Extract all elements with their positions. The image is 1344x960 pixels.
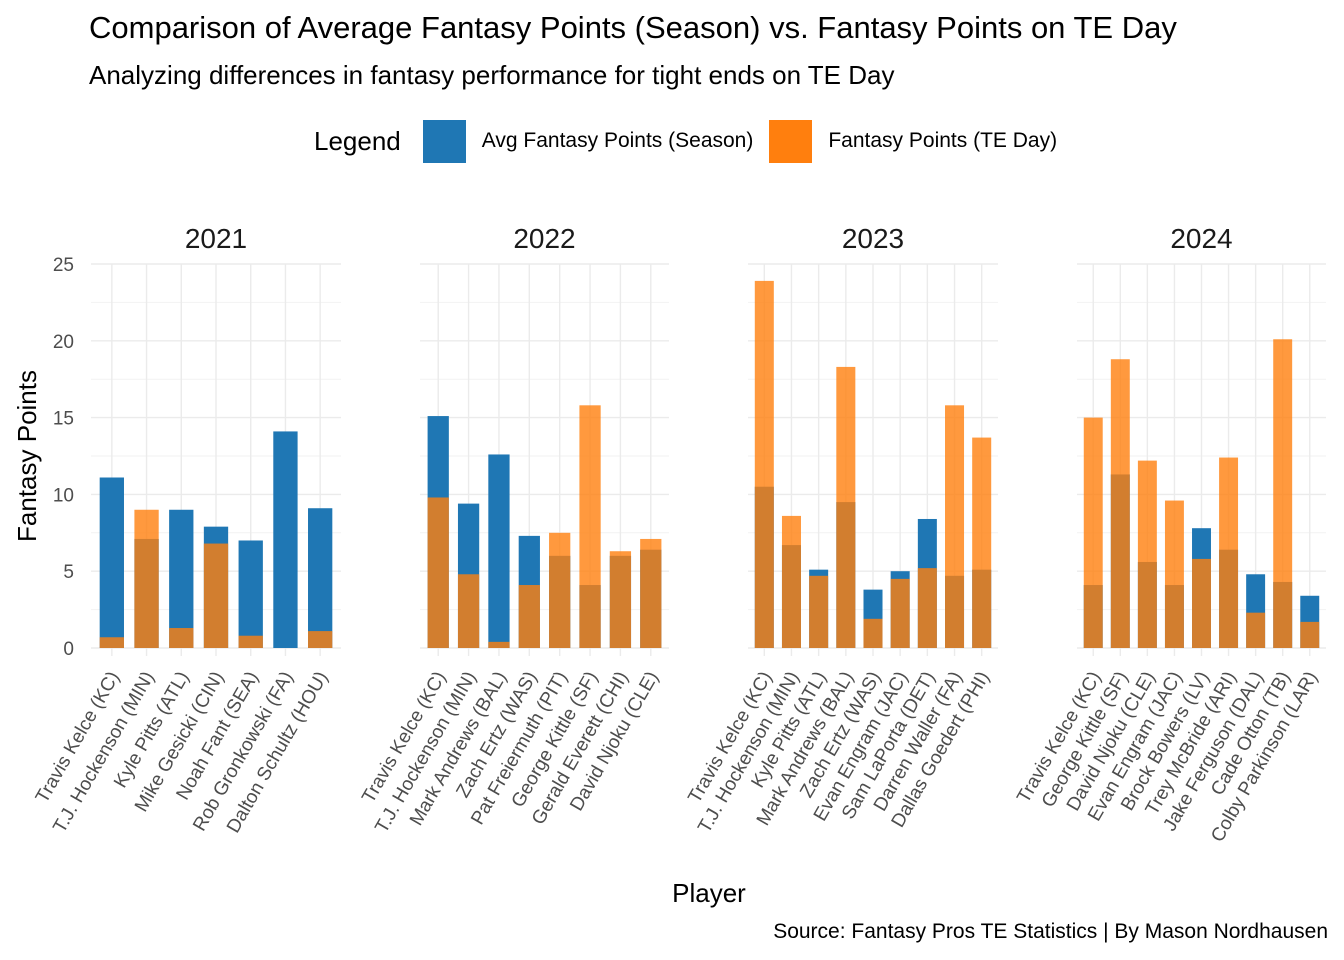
source-caption: Source: Fantasy Pros TE Statistics | By … (773, 920, 1328, 943)
chart-subtitle: Analyzing differences in fantasy perform… (89, 60, 895, 90)
bar-te-day (1273, 339, 1293, 648)
bar-avg-season (169, 509, 194, 648)
bar-avg-season (99, 477, 124, 648)
bar-avg-season (273, 431, 298, 648)
bar-te-day (781, 515, 801, 648)
bar-te-day (1246, 612, 1266, 648)
bar-te-day (890, 578, 910, 648)
bar-te-day (754, 280, 774, 648)
bar-te-day (427, 497, 449, 648)
bar-te-day (488, 641, 510, 648)
y-tick-label: 20 (53, 332, 74, 353)
bar-te-day (457, 574, 480, 648)
bar-te-day (1192, 558, 1211, 648)
bar-te-day (1110, 359, 1130, 648)
bar-te-day (99, 637, 124, 648)
bar-te-day (609, 551, 632, 648)
y-tick-label: 25 (53, 255, 74, 276)
bar-te-day (1219, 457, 1239, 648)
bar-te-day (518, 585, 540, 648)
bar-te-day (169, 628, 194, 648)
panel-title: 2021 (185, 223, 247, 254)
bar-te-day (1137, 460, 1157, 648)
y-tick-label: 0 (63, 639, 74, 660)
bar-te-day (809, 575, 829, 648)
bar-te-day (134, 509, 159, 648)
chart-title: Comparison of Average Fantasy Points (Se… (89, 10, 1177, 45)
bar-te-day (203, 543, 229, 648)
bar-te-day (549, 532, 571, 648)
legend-title: Legend (314, 125, 401, 156)
bar-avg-season (308, 508, 333, 648)
bar-te-day (917, 568, 937, 648)
legend-key-te-day (769, 119, 813, 163)
bar-te-day (1164, 500, 1184, 648)
legend: Legend Avg Fantasy Points (Season) Fanta… (314, 118, 1073, 164)
panel-title: 2022 (513, 223, 575, 254)
bar-avg-season (238, 540, 263, 648)
panel-title: 2024 (1170, 223, 1232, 254)
y-axis-title: Fantasy Points (12, 370, 42, 542)
y-tick-label: 5 (63, 562, 74, 583)
bar-te-day (640, 538, 662, 648)
bar-te-day (1300, 621, 1320, 648)
bar-te-day (945, 405, 965, 648)
bar-te-day (308, 631, 333, 648)
x-axis-title: Player (672, 878, 746, 908)
bar-te-day (863, 618, 883, 648)
bar-te-day (972, 437, 992, 648)
bar-te-day (836, 366, 856, 648)
y-tick-label: 15 (53, 409, 74, 430)
bar-te-day (1083, 417, 1103, 648)
legend-label-season: Avg Fantasy Points (Season) (481, 129, 754, 152)
legend-label-te-day: Fantasy Points (TE Day) (828, 129, 1058, 152)
bar-avg-season (488, 454, 510, 648)
bar-te-day (238, 635, 263, 648)
legend-key-season (422, 119, 466, 163)
panel-title: 2023 (842, 223, 904, 254)
y-tick-label: 10 (53, 485, 74, 506)
bar-te-day (579, 405, 601, 648)
